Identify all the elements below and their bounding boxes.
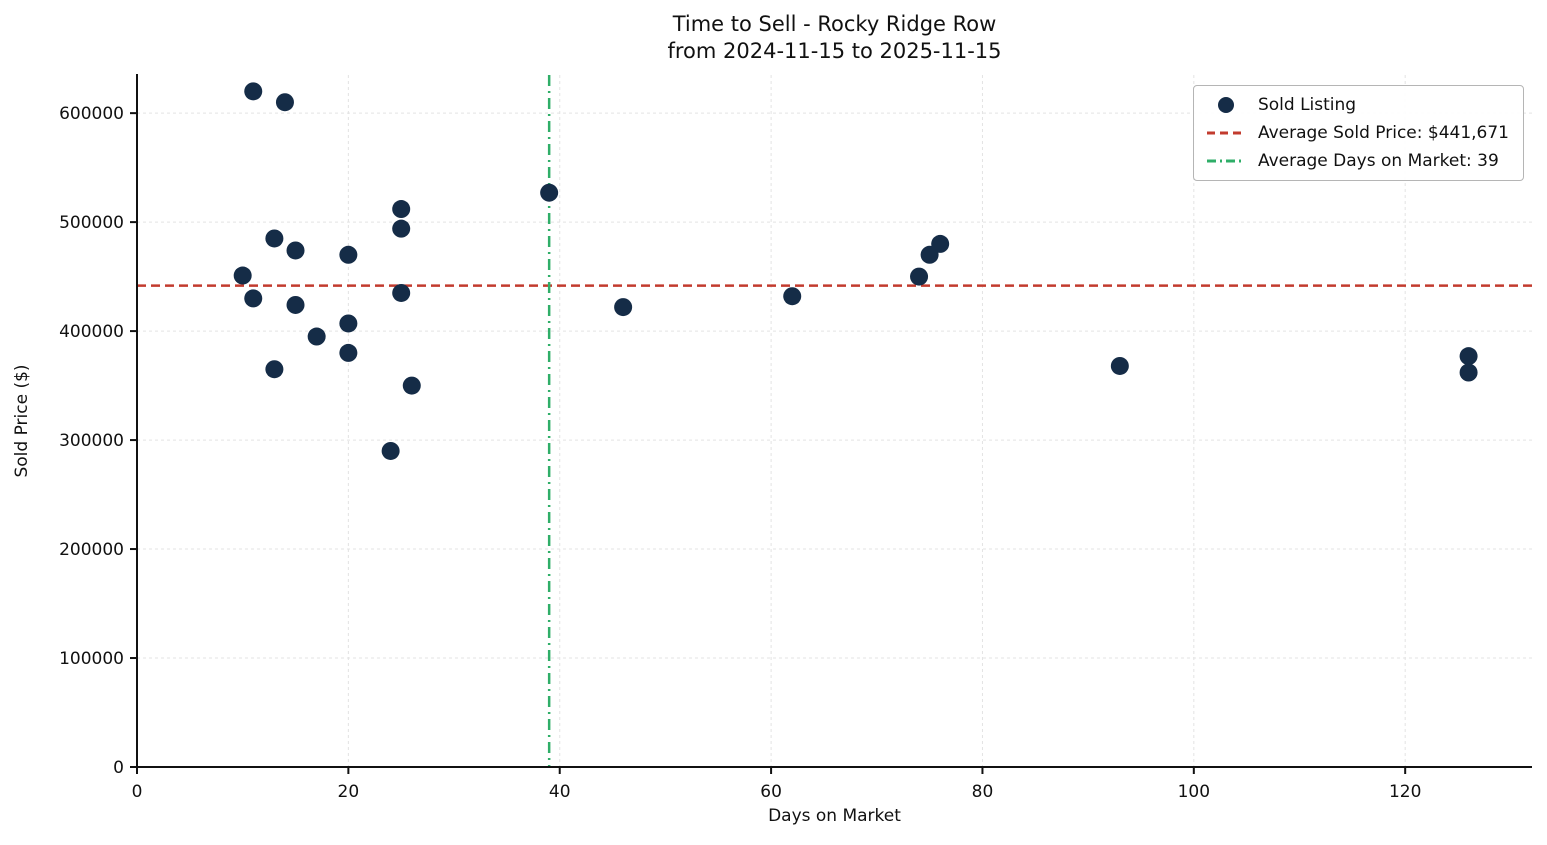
y-tick-label: 500000 [59,213,124,233]
scatter-point [307,327,326,346]
scatter-point [286,241,305,260]
x-tick-label: 0 [132,782,143,802]
legend-avg-days-marker-box [1206,158,1246,164]
chart-subtitle: from 2024-11-15 to 2025-11-15 [667,39,1002,63]
x-tick-label: 80 [972,782,994,802]
y-tick-label: 200000 [59,540,124,560]
scatter-point [265,360,284,379]
scatter-point [392,200,411,219]
scatter-point [286,295,305,314]
legend-label-sold-listing: Sold Listing [1257,95,1357,115]
chart-title: Time to Sell - Rocky Ridge Row [672,12,997,36]
scatter-point [339,343,358,362]
scatter-point [265,229,284,248]
scatter-point [1110,356,1129,375]
x-tick-label: 120 [1389,782,1421,802]
scatter-point [392,219,411,238]
y-tick-label: 300000 [59,431,124,451]
scatter-point [244,82,263,101]
scatter-point [1459,363,1478,382]
scatter-point [1459,347,1478,366]
legend-item-avg-days: Average Days on Market: 39 [1206,151,1509,171]
x-tick-label: 40 [549,782,571,802]
y-axis-label: Sold Price ($) [12,364,32,478]
x-tick-label: 20 [338,782,360,802]
y-tick-label: 600000 [59,104,124,124]
y-tick-label: 100000 [59,649,124,669]
scatter-point [783,287,802,306]
x-tick-label: 60 [760,782,782,802]
scatter-point [275,93,294,112]
scatter-point [931,234,950,253]
y-tick-label: 0 [113,758,124,778]
legend-label-avg-price: Average Sold Price: $441,671 [1257,123,1509,143]
legend-label-avg-days: Average Days on Market: 39 [1257,151,1499,171]
scatter-point [233,266,252,285]
y-tick-label: 400000 [59,322,124,342]
scatter-point [540,183,559,202]
legend-dot-marker-box [1206,97,1246,113]
scatter-point [339,314,358,333]
scatter-point [910,267,929,286]
scatter-point [381,441,400,460]
avg-price-dashed-line-icon [1206,131,1245,135]
legend: Sold Listing Average Sold Price: $441,67… [1192,85,1524,181]
legend-item-sold-listing: Sold Listing [1206,95,1509,115]
sold-listing-dot-icon [1217,97,1234,113]
avg-days-dashdot-line-icon [1206,159,1245,163]
legend-item-avg-price: Average Sold Price: $441,671 [1206,123,1509,143]
scatter-point [402,376,421,395]
scatter-point [392,283,411,302]
scatter-point [339,245,358,264]
x-axis-label: Days on Market [768,806,901,826]
x-tick-label: 100 [1178,782,1210,802]
scatter-point [614,298,633,317]
legend-avg-price-marker-box [1206,130,1246,136]
scatter-point [244,289,263,308]
